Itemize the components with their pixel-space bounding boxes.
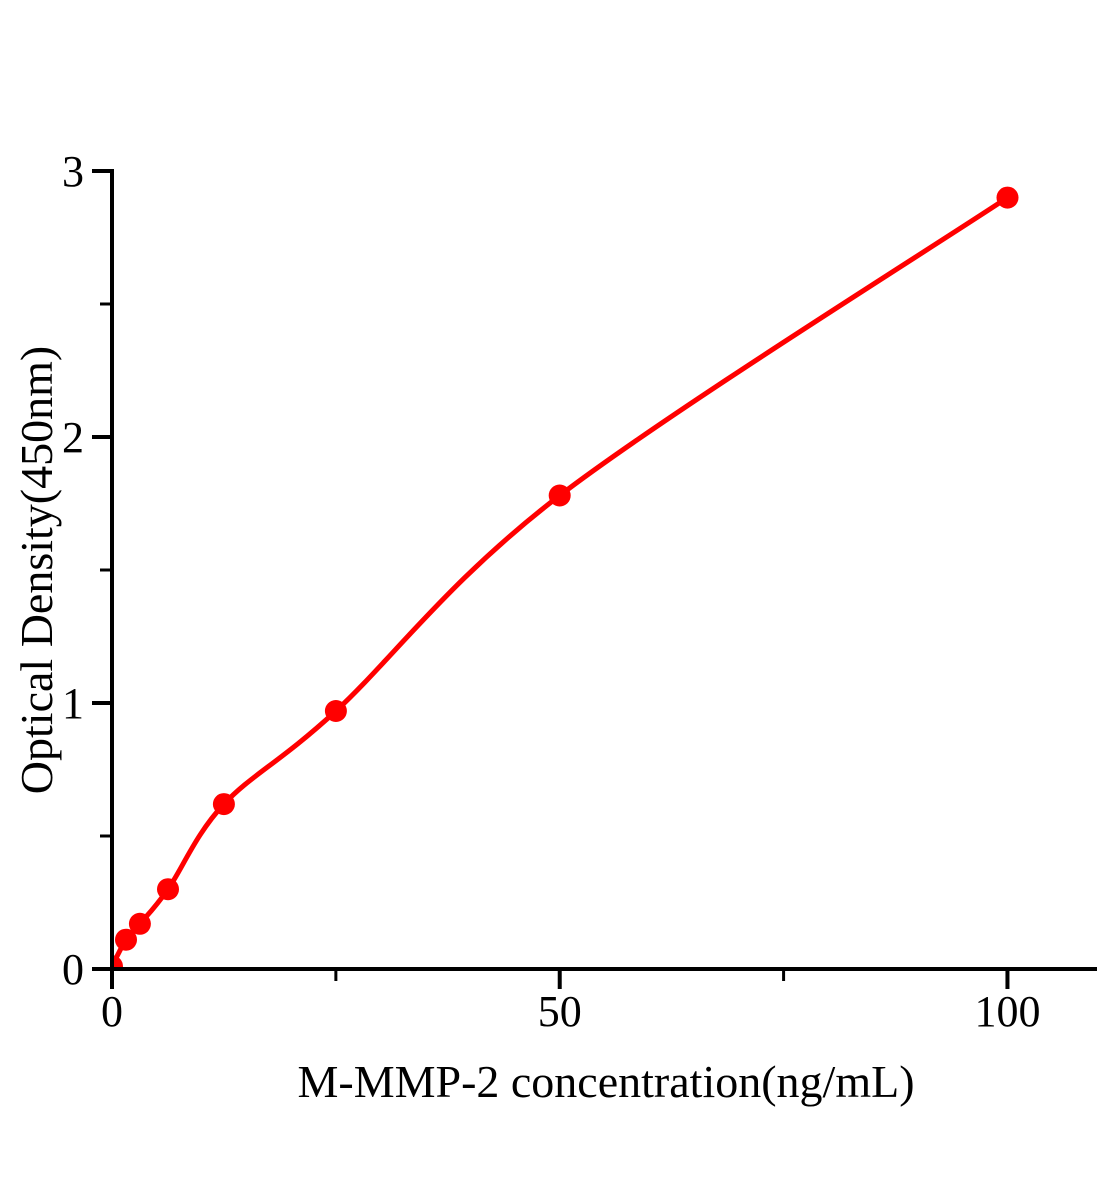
y-tick-label: 3 — [62, 147, 84, 196]
x-axis-title: M-MMP-2 concentration(ng/mL) — [297, 1056, 914, 1107]
data-point — [212, 793, 235, 816]
y-tick-label: 2 — [62, 413, 84, 462]
data-point — [548, 484, 571, 507]
x-tick-label: 50 — [538, 987, 582, 1036]
data-point — [324, 700, 347, 722]
y-axis-title: Optical Density(450nm) — [11, 346, 62, 794]
data-point — [157, 878, 179, 901]
data-point — [128, 912, 151, 935]
data-point — [115, 928, 137, 951]
y-tick-label: 1 — [62, 679, 84, 728]
series-layer — [112, 186, 1019, 969]
axes-layer — [92, 169, 1097, 989]
fit-curve — [112, 195, 1010, 969]
tick-label-layer: 0 50 100 0 1 2 3 — [62, 147, 1041, 1036]
x-tick-label: 0 — [101, 987, 123, 1036]
x-tick-label: 100 — [975, 987, 1041, 1036]
y-tick-label: 0 — [62, 945, 84, 994]
data-point — [112, 955, 123, 969]
data-point — [996, 186, 1019, 209]
